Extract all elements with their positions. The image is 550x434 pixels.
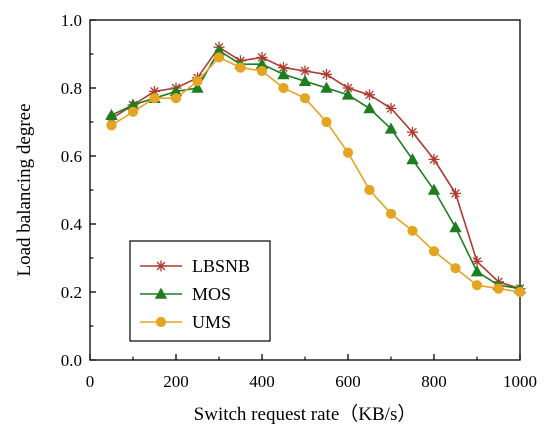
data-point-mos bbox=[277, 68, 290, 80]
data-point-lbsnb bbox=[407, 126, 418, 138]
data-point-mos bbox=[341, 88, 355, 100]
data-point-mos bbox=[320, 81, 333, 93]
data-point-ums bbox=[514, 286, 526, 298]
x-tick-label: 1000 bbox=[503, 372, 537, 391]
data-point-lbsnb bbox=[364, 89, 375, 101]
x-tick-label: 400 bbox=[249, 372, 275, 391]
y-tick-label: 0.8 bbox=[61, 79, 82, 98]
y-tick-label: 0.0 bbox=[61, 351, 82, 370]
data-point-mos bbox=[384, 122, 398, 134]
y-axis-title: Load balancing degree bbox=[14, 103, 35, 276]
data-point-ums bbox=[192, 76, 203, 87]
x-axis-title: Switch request rate（KB/s） bbox=[194, 403, 417, 425]
data-point-ums bbox=[170, 93, 182, 104]
data-point-mos bbox=[298, 74, 312, 86]
y-tick-label: 1.0 bbox=[61, 11, 82, 30]
data-point-ums bbox=[493, 283, 504, 294]
data-point-ums bbox=[127, 106, 139, 117]
data-point-lbsnb bbox=[428, 153, 440, 165]
y-tick-label: 0.4 bbox=[61, 215, 83, 234]
data-point-mos bbox=[191, 81, 204, 93]
data-point-lbsnb bbox=[321, 68, 332, 80]
data-point-mos bbox=[449, 221, 462, 233]
data-point-mos bbox=[406, 153, 419, 165]
data-point-lbsnb bbox=[450, 187, 461, 199]
data-point-ums bbox=[106, 120, 117, 131]
data-point-ums bbox=[213, 52, 225, 63]
data-point-ums bbox=[407, 225, 418, 236]
x-tick-label: 600 bbox=[335, 372, 361, 391]
legend-marker-circle bbox=[155, 316, 167, 328]
x-tick-label: 200 bbox=[163, 372, 189, 391]
data-point-ums bbox=[299, 93, 311, 104]
data-point-mos bbox=[427, 183, 441, 195]
y-tick-label: 0.2 bbox=[61, 283, 82, 302]
legend-label: UMS bbox=[192, 312, 231, 332]
legend-label: LBSNB bbox=[192, 256, 250, 276]
legend-item-ums: UMS bbox=[140, 312, 231, 332]
data-point-mos bbox=[105, 108, 118, 120]
data-point-ums bbox=[256, 65, 268, 77]
data-point-ums bbox=[428, 246, 440, 257]
legend-box bbox=[129, 240, 271, 342]
data-point-mos bbox=[363, 102, 376, 114]
legend-marker-asterisk bbox=[155, 260, 167, 272]
data-point-ums bbox=[471, 280, 483, 291]
series-line-mos bbox=[111, 49, 521, 290]
x-tick-label: 800 bbox=[421, 372, 447, 391]
data-point-ums bbox=[342, 147, 354, 158]
data-point-ums bbox=[235, 62, 246, 73]
data-point-ums bbox=[385, 208, 397, 219]
legend-marker-triangle bbox=[154, 287, 168, 299]
data-point-lbsnb bbox=[385, 102, 397, 114]
data-point-lbsnb bbox=[471, 255, 483, 267]
legend-label: MOS bbox=[192, 284, 231, 304]
data-point-ums bbox=[450, 263, 461, 274]
legend-item-lbsnb: LBSNB bbox=[140, 256, 250, 276]
legend-item-mos: MOS bbox=[140, 284, 231, 304]
data-point-mos bbox=[470, 265, 484, 277]
y-tick-label: 0.6 bbox=[61, 147, 82, 166]
x-tick-label: 0 bbox=[86, 372, 95, 391]
data-point-lbsnb bbox=[299, 65, 311, 77]
series-line-lbsnb bbox=[111, 46, 521, 290]
data-point-ums bbox=[149, 93, 160, 104]
data-point-ums bbox=[278, 82, 289, 94]
data-point-ums bbox=[364, 184, 375, 196]
series-ums bbox=[106, 52, 526, 298]
data-point-ums bbox=[321, 116, 332, 128]
